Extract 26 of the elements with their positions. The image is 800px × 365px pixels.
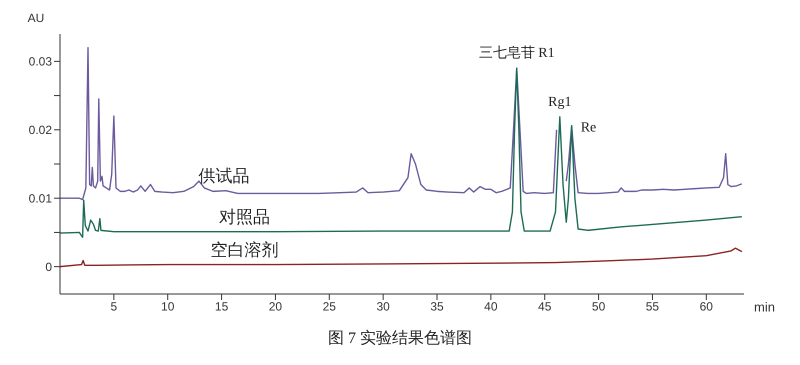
x-tick-label: 40 (484, 300, 498, 314)
annotation: Rg1 (548, 94, 572, 110)
annotation: 三七皂苷 R1 (478, 45, 555, 62)
x-tick-label: 55 (646, 300, 660, 314)
text: 图 7 实验结果色谱图 (327, 328, 473, 349)
y-tick-label: 0.02 (28, 123, 52, 138)
y-axis-title: AU (28, 11, 44, 25)
x-tick-label: 10 (161, 300, 175, 314)
y-tick-label: 0.01 (28, 191, 52, 206)
x-tick-label: 30 (376, 300, 390, 314)
line-series (60, 68, 743, 238)
annotation: Re (580, 120, 596, 136)
series-label: 对照品 (219, 208, 270, 227)
x-tick-label: 45 (538, 300, 552, 314)
x-tick-label: 35 (430, 300, 444, 314)
x-axis-title: min (754, 300, 775, 315)
series-label: 供试品 (198, 166, 250, 186)
series-label: 空白溶剂 (210, 240, 279, 260)
y-tick-label: 0 (45, 260, 52, 274)
x-tick-label: 60 (700, 300, 714, 314)
x-tick-label: 50 (592, 300, 606, 314)
x-tick-label: 25 (322, 300, 336, 314)
x-tick-label: 5 (110, 300, 118, 314)
x-tick-label: 15 (214, 300, 229, 314)
y-tick-label: 0.03 (28, 54, 52, 69)
x-tick-label: 20 (268, 300, 282, 314)
